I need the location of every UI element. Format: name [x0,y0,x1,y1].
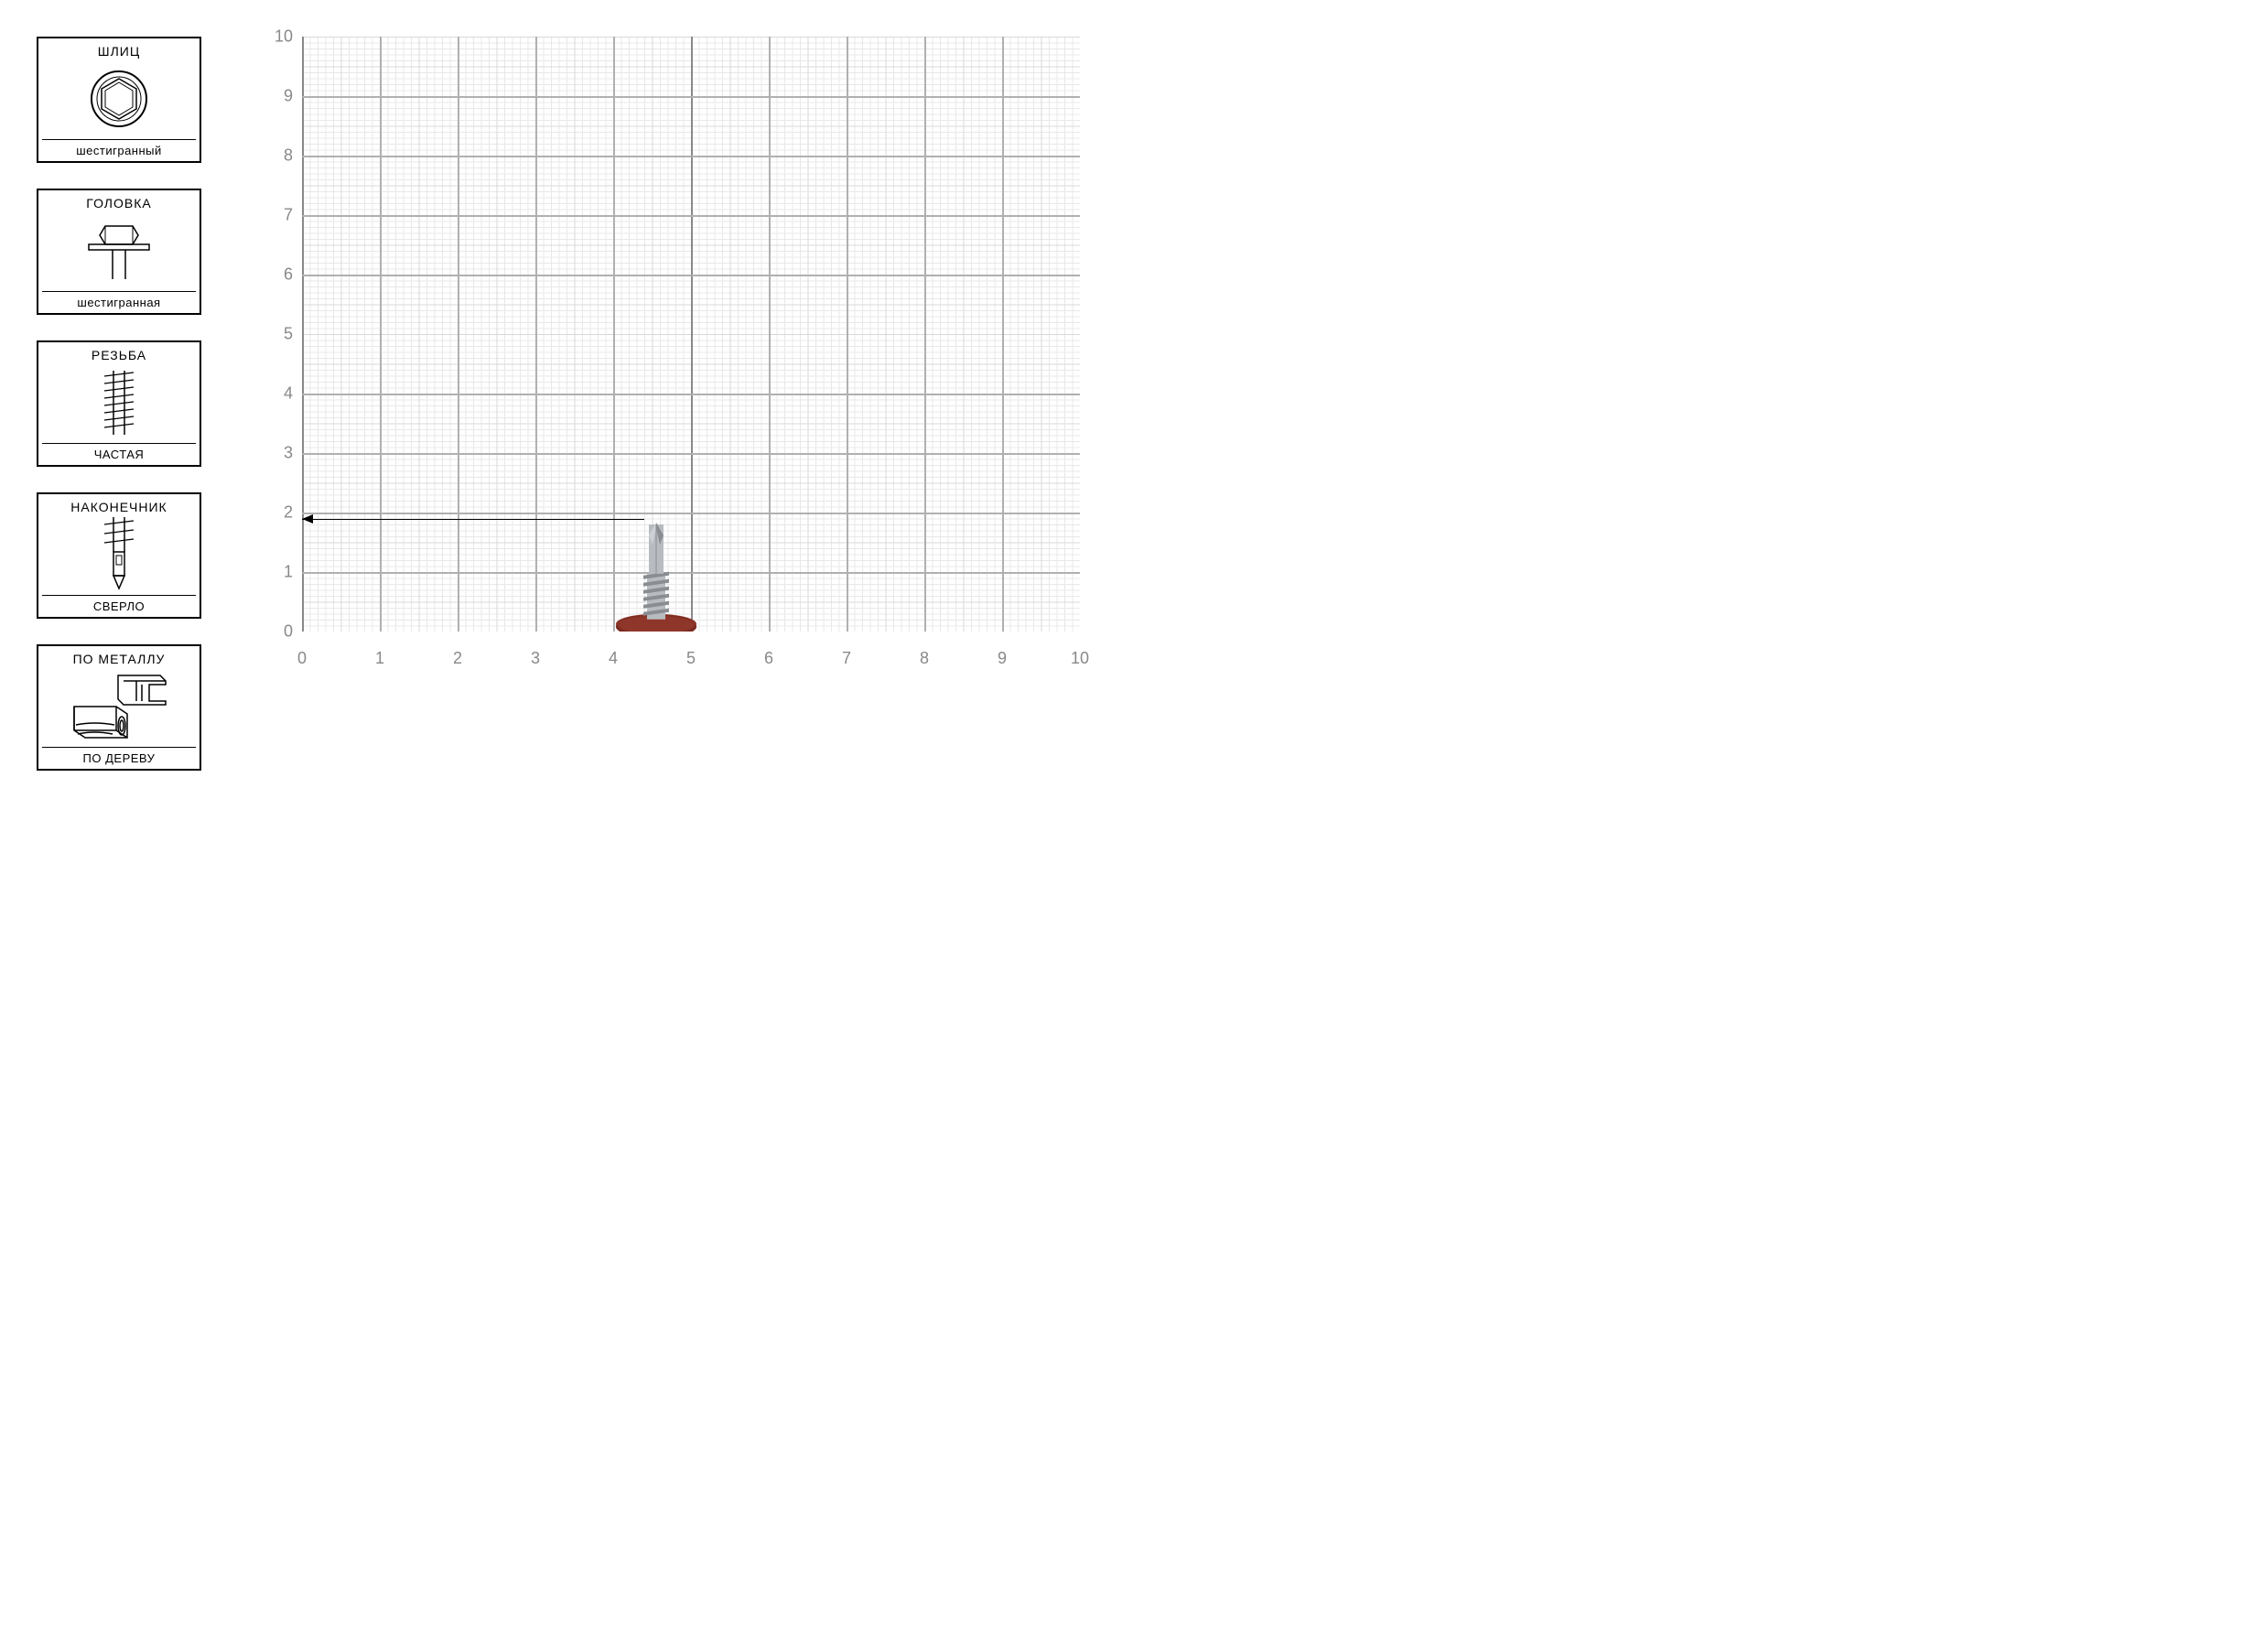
hex-head-icon [42,214,196,287]
spec-title: РЕЗЬБА [42,348,196,362]
spec-card-tip: НАКОНЕЧНИК СВЕРЛО [37,492,201,619]
y-tick-label: 3 [256,444,293,463]
y-tick-label: 6 [256,265,293,285]
spec-title: ШЛИЦ [42,44,196,59]
spec-card-slot: ШЛИЦ шестигранный [37,37,201,163]
x-tick-label: 6 [764,649,773,668]
y-tick-label: 0 [256,622,293,642]
y-tick-label: 10 [256,27,293,47]
y-tick-label: 4 [256,384,293,404]
spec-title: ГОЛОВКА [42,196,196,211]
x-tick-label: 9 [998,649,1007,668]
spec-sub-bottom: ПО ДЕРЕВУ [42,747,196,765]
y-tick-label: 8 [256,146,293,166]
x-tick-label: 0 [297,649,307,668]
y-tick-label: 2 [256,503,293,523]
x-tick-label: 1 [375,649,384,668]
spec-card-material: ПО МЕТАЛЛУ [37,644,201,771]
x-tick-label: 10 [1071,649,1089,668]
spec-card-head: ГОЛОВКА шестигранная [37,189,201,315]
spec-sub: СВЕРЛО [42,595,196,613]
metal-wood-icon [42,670,196,743]
plot-area [302,37,1080,632]
spec-sub: шестигранная [42,291,196,309]
y-tick-label: 7 [256,206,293,225]
y-tick-label: 5 [256,325,293,344]
spec-sub: шестигранный [42,139,196,157]
spec-sub: ЧАСТАЯ [42,443,196,461]
spec-card-thread: РЕЗЬБА ЧАСТАЯ [37,340,201,467]
x-tick-label: 4 [609,649,618,668]
drill-tip-icon [42,518,196,591]
x-tick-label: 8 [920,649,929,668]
hex-slot-icon [42,62,196,135]
chart-container: 012345678910 012345678910 [256,37,2229,771]
measurement-chart: 012345678910 012345678910 [256,37,1080,677]
x-tick-label: 5 [686,649,696,668]
x-tick-label: 7 [842,649,851,668]
x-tick-label: 3 [531,649,540,668]
y-tick-label: 1 [256,563,293,582]
spec-title-top: ПО МЕТАЛЛУ [42,652,196,666]
fine-thread-icon [42,366,196,439]
x-tick-label: 2 [453,649,462,668]
y-tick-label: 9 [256,87,293,106]
spec-title: НАКОНЕЧНИК [42,500,196,514]
spec-sidebar: ШЛИЦ шестигранный ГОЛОВКА шестигранная [37,37,201,771]
